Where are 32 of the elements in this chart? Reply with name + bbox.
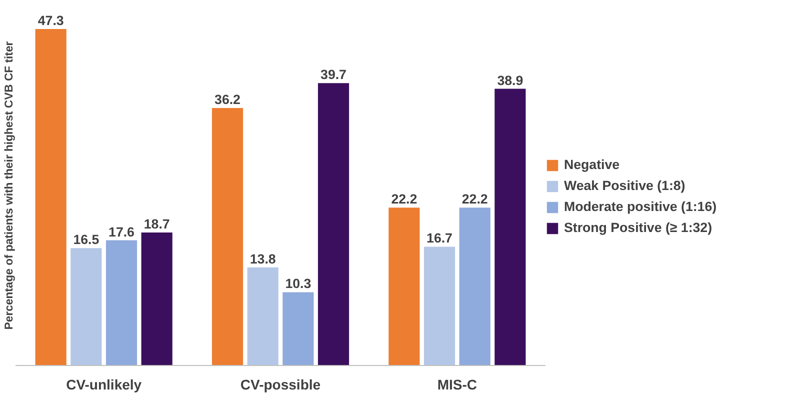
data-label: 18.7 <box>144 216 170 232</box>
data-label: 36.2 <box>214 92 240 108</box>
data-label: 13.8 <box>250 251 276 266</box>
bar <box>106 240 138 366</box>
bar <box>70 248 102 366</box>
bar <box>494 88 526 366</box>
bar <box>247 267 278 366</box>
bar <box>141 232 172 366</box>
data-label: 16.7 <box>426 230 452 246</box>
bar <box>424 246 456 366</box>
data-label: 17.6 <box>108 224 134 240</box>
data-label: 38.9 <box>497 72 524 88</box>
data-label: 16.5 <box>73 232 100 248</box>
legend-label: Weak Positive (1:8) <box>564 178 686 193</box>
data-label: 22.2 <box>462 192 488 207</box>
legend-label: Strong Positive (≥ 1:32) <box>564 220 712 235</box>
legend-label: Negative <box>564 157 620 172</box>
legend-label: Moderate positive (1:16) <box>564 199 717 214</box>
y-axis-title: Percentage of patients with their highest CVB CF titer <box>4 40 16 330</box>
bar <box>212 108 244 366</box>
data-label: 47.3 <box>38 13 64 28</box>
x-tick-label: CV-possible <box>240 376 321 392</box>
bar <box>459 208 490 366</box>
data-label: 10.3 <box>285 276 312 292</box>
x-tick-label: CV-unlikely <box>66 376 142 392</box>
bar <box>388 208 420 366</box>
bar <box>282 292 314 366</box>
data-label: 22.2 <box>391 192 418 207</box>
data-label: 39.7 <box>320 67 346 82</box>
bar <box>35 29 66 366</box>
bar <box>318 83 350 366</box>
x-tick-label: MIS-C <box>437 376 478 392</box>
